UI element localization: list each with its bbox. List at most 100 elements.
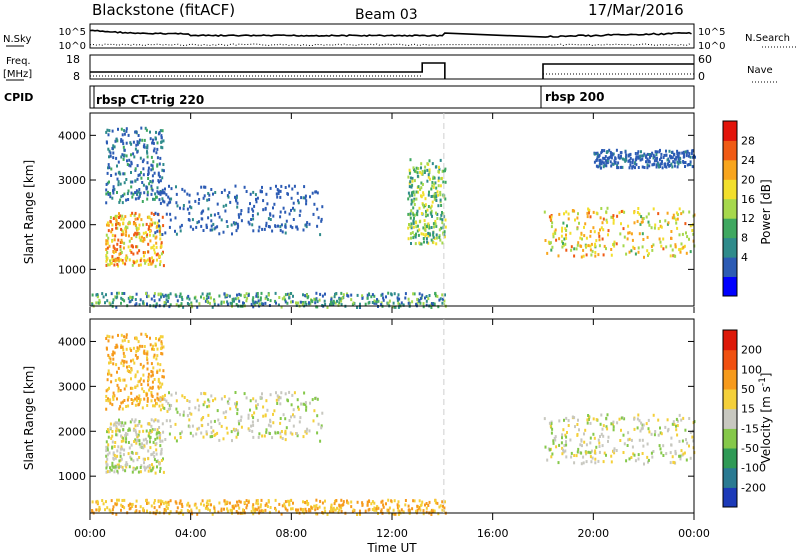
velocity-cell	[295, 508, 297, 512]
velocity-cell	[134, 373, 137, 377]
velocity-cell	[174, 500, 177, 504]
power-cell	[326, 305, 329, 309]
velocity-cell	[279, 421, 282, 425]
velocity-cell	[130, 377, 132, 381]
velocity-cell	[147, 372, 150, 376]
velocity-cell	[298, 420, 301, 424]
power-cell	[430, 204, 433, 208]
freq-left-tick-top: 18	[66, 53, 80, 66]
velocity-cell	[147, 469, 150, 473]
power-cell	[122, 261, 125, 265]
velocity-cell	[110, 499, 113, 503]
velocity-cell	[633, 417, 636, 421]
velocity-cell	[603, 451, 606, 455]
power-cell	[246, 296, 249, 300]
power-cell	[412, 221, 415, 225]
velocity-cell	[156, 370, 159, 374]
velocity-cell	[179, 436, 182, 439]
power-cell	[167, 201, 170, 205]
velocity-cell	[394, 512, 397, 516]
power-cell	[320, 217, 323, 221]
power-cell	[296, 191, 299, 195]
power-cell	[169, 303, 172, 307]
velocity-cell	[679, 454, 682, 458]
power-cell	[321, 205, 324, 209]
power-cell	[181, 298, 184, 301]
power-cell	[551, 221, 554, 225]
power-cell	[637, 246, 640, 250]
power-cell	[224, 295, 227, 299]
power-cell	[637, 250, 640, 254]
power-cell	[641, 245, 644, 249]
velocity-cell	[156, 347, 159, 351]
power-cell	[404, 296, 407, 300]
power-cell	[566, 224, 568, 228]
power-cell	[152, 149, 155, 153]
velocity-cell	[552, 439, 555, 443]
power-cell	[161, 146, 164, 150]
velocity-cell	[633, 427, 636, 431]
power-cell	[409, 158, 412, 162]
power-cell	[433, 225, 435, 229]
power-cell	[289, 292, 292, 295]
power-cell	[364, 302, 367, 306]
noise-panel-frame	[89, 23, 695, 49]
power-cell	[156, 147, 159, 151]
velocity-cell	[309, 401, 311, 405]
power-cell	[206, 292, 209, 296]
power-cell	[686, 235, 689, 239]
power-cell	[648, 153, 651, 156]
velocity-cell	[138, 439, 141, 443]
power-cell	[427, 225, 430, 229]
velocity-cell	[125, 463, 128, 467]
velocity-cell	[605, 416, 608, 420]
velocity-cell	[158, 368, 161, 372]
power-cell	[678, 233, 681, 237]
power-cell	[660, 156, 663, 160]
power-cell	[330, 297, 333, 301]
velocity-cell	[387, 508, 390, 512]
velocity-cell	[117, 471, 119, 475]
velocity-cell	[240, 415, 243, 419]
power-cell	[280, 223, 283, 227]
velocity-cell	[218, 422, 221, 426]
velocity-cell	[682, 452, 685, 456]
power-cell	[106, 256, 109, 260]
power-cell	[692, 155, 694, 159]
velocity-cell	[116, 421, 119, 425]
power-cell	[159, 292, 162, 296]
velocity-cell	[116, 433, 119, 437]
power-cell	[148, 257, 151, 261]
velocity-cell	[612, 428, 615, 432]
velocity-cell	[130, 391, 133, 395]
power-cell	[162, 250, 164, 254]
power-cell	[180, 295, 183, 299]
velocity-cell	[292, 408, 295, 412]
power-cell	[613, 161, 616, 165]
power-cell	[225, 203, 228, 207]
power-cell	[225, 220, 228, 224]
velocity-cell	[662, 454, 665, 457]
velocity-cell	[269, 506, 272, 509]
velocity-cell	[97, 508, 100, 512]
power-cell	[106, 251, 109, 254]
power-cell	[639, 154, 642, 158]
power-cell	[436, 217, 439, 220]
power-cell	[443, 299, 446, 303]
power-cell	[250, 302, 253, 306]
power-cell	[315, 291, 318, 295]
power-cell	[165, 298, 168, 302]
power-cell	[594, 251, 597, 254]
power-cell	[235, 196, 238, 200]
power-cell	[310, 299, 313, 303]
cpid-panel: CPID rbsp CT-trig 220 rbsp 200	[4, 85, 695, 109]
power-cell	[426, 168, 429, 172]
velocity-cell	[143, 349, 146, 353]
velocity-cell	[158, 436, 161, 440]
velocity-cell	[554, 435, 557, 439]
power-cell	[607, 229, 610, 233]
power-cell	[413, 197, 416, 201]
velocity-cell	[692, 439, 695, 443]
velocity-cell	[189, 431, 192, 435]
velocity-cell	[304, 401, 307, 405]
